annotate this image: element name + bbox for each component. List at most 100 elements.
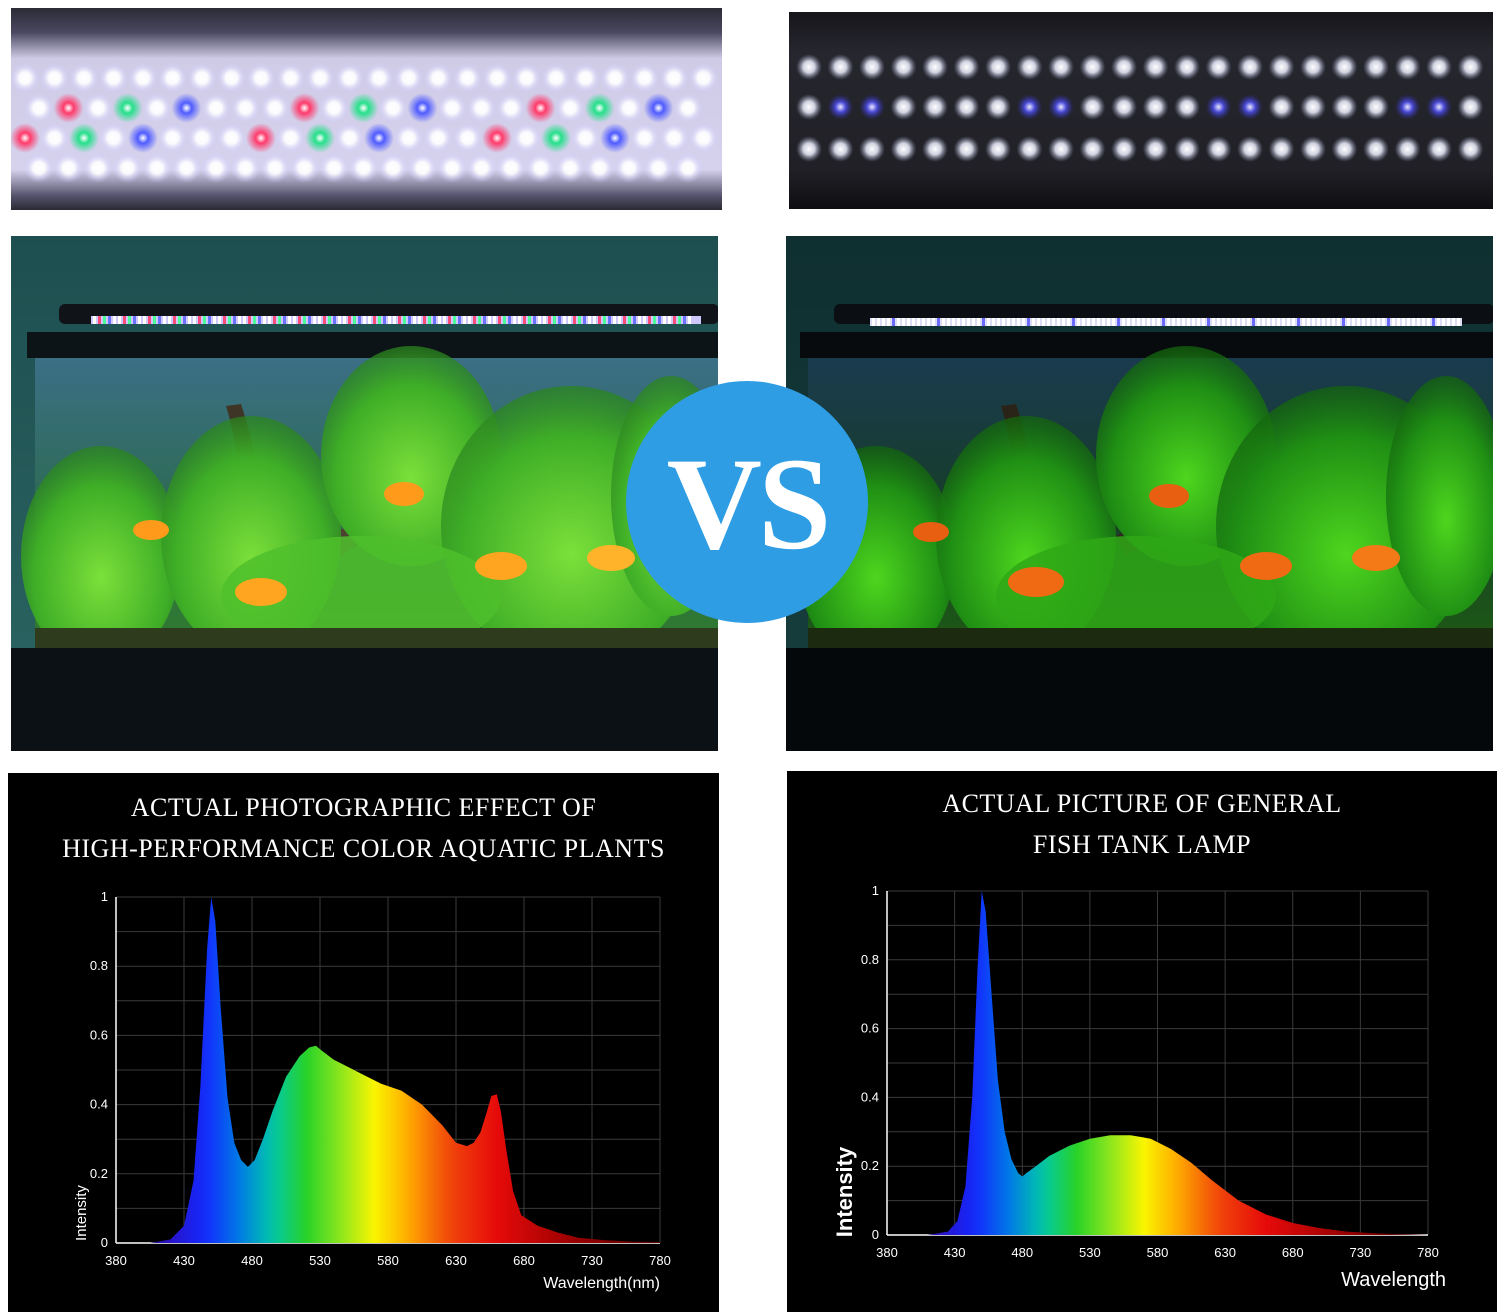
led-light <box>1205 94 1232 120</box>
lamp-led <box>483 316 486 324</box>
led-light <box>1142 94 1169 120</box>
led-light <box>407 153 438 183</box>
lamp-led <box>553 316 556 324</box>
lamp-led <box>613 316 616 324</box>
spectrum-area <box>116 897 660 1243</box>
led-strip-left-image <box>11 8 722 210</box>
lamp-led <box>353 316 356 324</box>
lamp-led <box>1322 318 1325 326</box>
lamp-led <box>1222 318 1225 326</box>
lamp-led <box>473 316 476 324</box>
led-light <box>570 123 601 153</box>
lamp-led <box>308 316 311 324</box>
lamp-led <box>348 316 351 324</box>
x-axis-label: Wavelength(nm) <box>543 1275 660 1292</box>
lamp-led <box>583 316 586 324</box>
led-light <box>688 63 719 93</box>
lamp-led <box>1422 318 1425 326</box>
led-light <box>1394 136 1421 162</box>
led-light <box>1048 94 1074 120</box>
lamp-led <box>243 316 246 324</box>
led-light <box>482 123 512 153</box>
led-light <box>98 123 129 153</box>
led-light <box>230 153 261 183</box>
x-tick-label: 730 <box>1350 1245 1372 1260</box>
led-light <box>953 54 980 80</box>
lamp-led <box>398 316 401 324</box>
lamp-led <box>1152 318 1155 326</box>
x-tick-label: 430 <box>173 1253 195 1268</box>
lamp-led <box>887 318 890 326</box>
led-light <box>1426 54 1452 80</box>
lamp-led <box>428 316 431 324</box>
lamp-led <box>977 318 980 326</box>
led-light <box>1394 94 1421 120</box>
x-tick-label: 430 <box>944 1245 966 1260</box>
lamp-led <box>218 316 221 324</box>
lamp-led <box>603 316 606 324</box>
lamp-led <box>568 316 571 324</box>
led-light <box>437 93 467 123</box>
lamp-led <box>922 318 925 326</box>
led-light <box>246 123 276 153</box>
lamp-led <box>1142 318 1145 326</box>
led-light <box>890 94 917 120</box>
lamp-led <box>503 316 506 324</box>
lamp-led <box>1332 318 1335 326</box>
lamp-led <box>877 318 880 326</box>
led-light <box>985 94 1011 120</box>
lamp-led <box>563 316 566 324</box>
lamp-led <box>1267 318 1270 326</box>
led-light <box>1300 94 1326 120</box>
lamp-led <box>992 318 995 326</box>
led-light <box>1205 136 1232 162</box>
lamp-led <box>188 316 191 324</box>
y-axis-label: Intensity <box>73 1185 90 1241</box>
led-light <box>24 153 54 183</box>
lamp-led <box>678 316 681 324</box>
lamp-led <box>408 316 411 324</box>
led-light <box>555 93 585 123</box>
lamp-led <box>598 316 601 324</box>
lamp-led <box>1167 318 1170 326</box>
spectrum-chart-general-lamp: ACTUAL PICTURE OF GENERAL FISH TANK LAMP… <box>787 771 1497 1312</box>
lamp-led <box>608 316 611 324</box>
lamp-led <box>1132 318 1135 326</box>
lamp-led <box>493 316 496 324</box>
lamp-led <box>263 316 266 324</box>
lamp-led <box>258 316 261 324</box>
led-light <box>1331 94 1358 120</box>
lamp-led <box>168 316 171 324</box>
lamp-led <box>128 316 131 324</box>
lamp-led <box>1252 318 1255 326</box>
lamp-led <box>343 316 346 324</box>
led-light <box>423 63 453 93</box>
led-light <box>1331 54 1358 80</box>
lamp-led <box>1457 318 1460 326</box>
x-axis-label: Wavelength <box>1341 1269 1446 1291</box>
led-light <box>1363 54 1389 80</box>
lamp-led <box>368 316 371 324</box>
lamp-led <box>1007 318 1010 326</box>
lamp-led <box>378 316 381 324</box>
led-light <box>511 63 542 93</box>
led-light <box>1331 136 1358 162</box>
lamp-led <box>1087 318 1090 326</box>
led-light <box>39 63 70 93</box>
lamp-led <box>463 316 466 324</box>
lamp-led <box>1447 318 1450 326</box>
lamp-led <box>363 316 366 324</box>
led-light <box>890 54 917 80</box>
led-light <box>39 123 70 153</box>
vs-label: VS <box>666 430 832 577</box>
lamp-led <box>653 316 656 324</box>
led-light <box>629 123 660 153</box>
led-light <box>289 93 320 123</box>
lamp-led <box>1412 318 1415 326</box>
lamp-led <box>912 318 915 326</box>
led-light <box>1268 136 1295 162</box>
lamp-led <box>523 316 526 324</box>
led-light <box>1205 54 1232 80</box>
y-tick-label: 0.6 <box>861 1021 879 1036</box>
lamp-led <box>403 316 406 324</box>
